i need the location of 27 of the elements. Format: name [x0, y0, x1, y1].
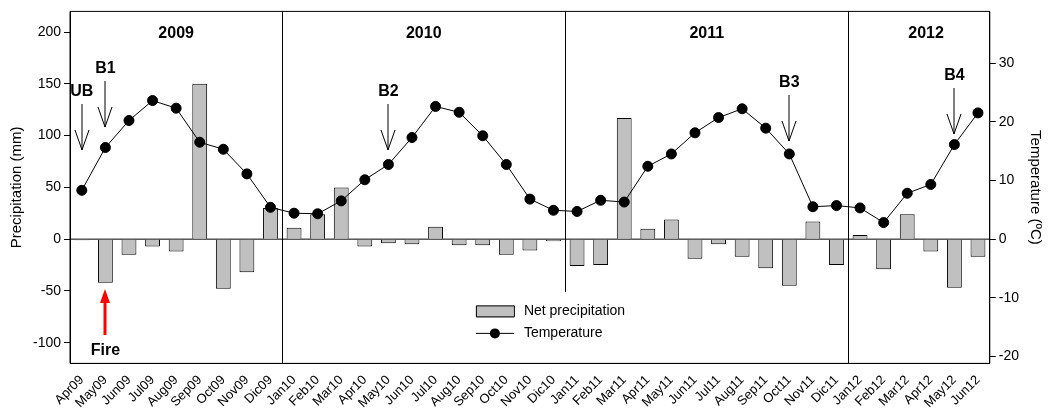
- annotation: B1: [95, 59, 116, 78]
- y2-tick-label: 10: [998, 171, 1015, 188]
- legend-label: Net precipitation: [523, 302, 626, 319]
- annotation: B2: [378, 82, 399, 101]
- y-tick-label: 0: [53, 230, 62, 247]
- annotation: 2011: [689, 24, 725, 43]
- y2-tick-label: 30: [998, 53, 1015, 70]
- y-tick-label: 50: [45, 178, 62, 195]
- annotation: UB: [70, 82, 94, 101]
- legend-label: Temperature: [523, 324, 603, 341]
- y2-tick-label: 0: [998, 229, 1007, 246]
- y-tick-label: 150: [37, 74, 62, 91]
- annotation: B3: [779, 72, 800, 91]
- annotation: B4: [944, 65, 965, 84]
- y2-axis-title: Temperature (ºC): [1027, 130, 1045, 245]
- y-axis-title: Precipitation (mm): [7, 126, 25, 249]
- y-tick-label: 100: [37, 126, 62, 143]
- y2-tick-label: 20: [998, 112, 1015, 129]
- y-tick-label: -100: [32, 333, 62, 350]
- y-tick-label: -50: [40, 281, 62, 298]
- annotation: 2010: [405, 24, 442, 43]
- y2-tick-label: -10: [998, 288, 1020, 305]
- annotation: 2009: [158, 24, 194, 43]
- annotation: 2012: [908, 24, 944, 43]
- y-tick-label: 200: [37, 22, 62, 39]
- y2-tick-label: -20: [998, 347, 1020, 364]
- annotation: Fire: [90, 340, 121, 359]
